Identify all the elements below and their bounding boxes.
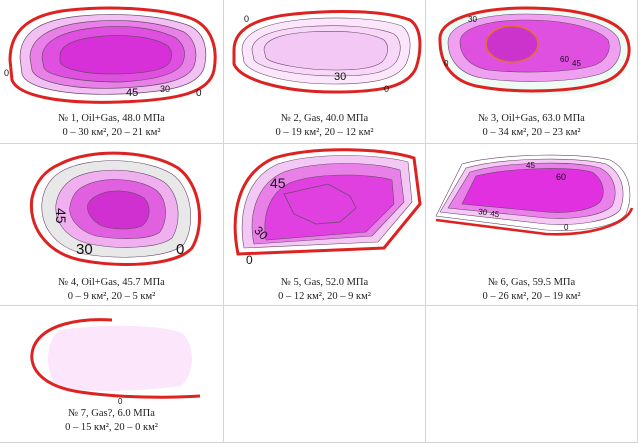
contour-label: 0 [4, 68, 9, 78]
contour-label: 60 [556, 172, 566, 182]
contour-map-6: 45 60 30 45 0 [426, 144, 637, 270]
caption-title: № 1, Oil+Gas, 48.0 МПа [58, 113, 165, 124]
caption-areas: 0 – 30 км², 20 – 21 км² [62, 127, 161, 138]
caption-areas: 0 – 26 км², 20 – 19 км² [482, 291, 581, 302]
panel-7: 0 № 7, Gas?, 6.0 МПа 0 – 15 км², 20 – 0 … [0, 306, 224, 443]
contour-map-1: 0 45 30 0 [0, 0, 223, 108]
caption-title: № 4, Oil+Gas, 45.7 МПа [58, 277, 165, 288]
reservoir-boundary [233, 148, 422, 256]
panel-1: 0 45 30 0 № 1, Oil+Gas, 48.0 МПа 0 – 30 … [0, 0, 224, 144]
caption-title: № 2, Gas, 40.0 МПа [280, 113, 369, 124]
panel-3: 30 60 45 0 № 3, Oil+Gas, 63.0 МПа 0 – 34… [426, 0, 638, 144]
caption-title: № 5, Gas, 52.0 МПа [280, 277, 369, 288]
reservoir-boundary [435, 207, 634, 236]
contour-label: 30 [478, 207, 489, 217]
caption-areas: 0 – 9 км², 20 – 5 км² [67, 291, 156, 302]
caption-areas: 0 – 19 км², 20 – 12 км² [275, 127, 374, 138]
contour-map-2: 30 0 0 [224, 0, 425, 108]
panel-6: 45 60 30 45 0 № 6, Gas, 59.5 МПа 0 – 26 … [426, 144, 638, 306]
contour-label: 0 [444, 59, 449, 68]
contour-label: 30 [76, 241, 93, 258]
contour-label: 45 [572, 59, 581, 68]
contour-map-7: 0 [0, 306, 223, 404]
contour-map-3: 30 60 45 0 [426, 0, 637, 108]
panel-caption: № 1, Oil+Gas, 48.0 МПа 0 – 30 км², 20 – … [0, 112, 223, 140]
contour-label: 45 [490, 209, 501, 219]
panel-caption: № 7, Gas?, 6.0 МПа 0 – 15 км², 20 – 0 км… [0, 407, 223, 435]
contour-label: 30 [334, 71, 346, 83]
panel-caption: № 2, Gas, 40.0 МПа 0 – 19 км², 20 – 12 к… [224, 112, 425, 140]
reservoir-boundary [30, 318, 201, 399]
panel-empty-2 [426, 306, 638, 443]
panel-empty-1 [224, 306, 426, 443]
contour-label: 45 [53, 208, 69, 224]
panel-caption: № 4, Oil+Gas, 45.7 МПа 0 – 9 км², 20 – 5… [0, 276, 223, 304]
contour-label: 45 [126, 87, 138, 99]
panel-4: 45 30 0 № 4, Oil+Gas, 45.7 МПа 0 – 9 км²… [0, 144, 224, 306]
contour-label: 45 [270, 175, 286, 191]
contour-map-4: 45 30 0 [0, 144, 223, 270]
panel-caption: № 3, Oil+Gas, 63.0 МПа 0 – 34 км², 20 – … [426, 112, 637, 140]
contour-label: 0 [176, 241, 184, 258]
caption-title: № 6, Gas, 59.5 МПа [487, 277, 576, 288]
caption-title: № 7, Gas?, 6.0 МПа [68, 408, 155, 419]
contour-map-5: 45 30 0 [224, 144, 425, 270]
caption-areas: 0 – 12 км², 20 – 9 км² [278, 291, 371, 302]
caption-areas: 0 – 15 км², 20 – 0 км² [65, 422, 158, 433]
contour-label: 30 [468, 15, 477, 24]
reservoir-boundary [29, 151, 201, 266]
reservoir-boundary [232, 10, 422, 94]
panel-caption: № 6, Gas, 59.5 МПа 0 – 26 км², 20 – 19 к… [426, 276, 637, 304]
contour-label: 60 [560, 55, 569, 64]
panel-5: 45 30 0 № 5, Gas, 52.0 МПа 0 – 12 км², 2… [224, 144, 426, 306]
contour-label: 0 [244, 14, 249, 24]
reservoir-boundary [438, 6, 631, 93]
panel-2: 30 0 0 № 2, Gas, 40.0 МПа 0 – 19 км², 20… [224, 0, 426, 144]
contour-label: 0 [384, 84, 389, 94]
contour-label: 0 [246, 253, 253, 267]
contour-label: 45 [526, 161, 535, 170]
caption-title: № 3, Oil+Gas, 63.0 МПа [478, 113, 585, 124]
contour-label: 0 [196, 88, 202, 99]
panel-caption: № 5, Gas, 52.0 МПа 0 – 12 км², 20 – 9 км… [224, 276, 425, 304]
caption-areas: 0 – 34 км², 20 – 23 км² [482, 127, 581, 138]
contour-label: 0 [564, 223, 569, 232]
reservoir-boundary [8, 6, 217, 104]
contour-label: 0 [118, 397, 123, 404]
contour-label: 30 [160, 84, 170, 94]
